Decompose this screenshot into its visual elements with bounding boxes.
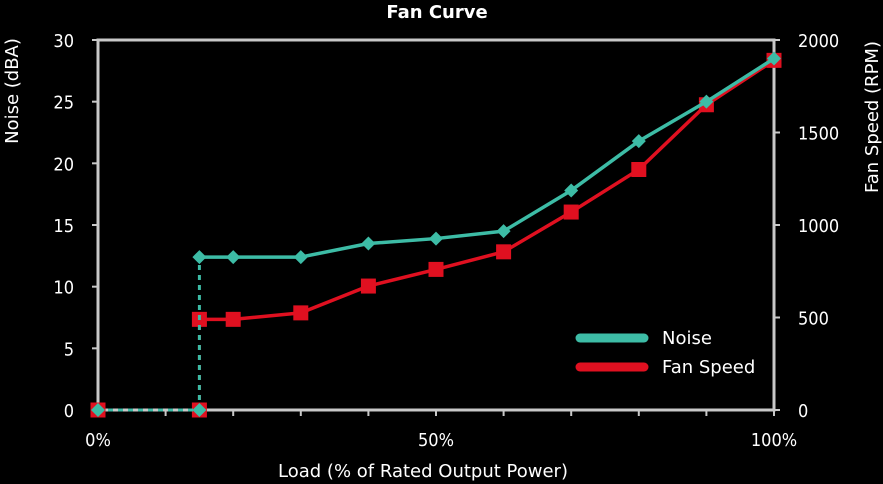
noise-point bbox=[192, 403, 207, 417]
noise-point bbox=[767, 51, 781, 66]
chart-title: Fan Curve bbox=[386, 2, 487, 23]
noise-line-segment bbox=[704, 56, 776, 104]
noise-point bbox=[192, 250, 207, 265]
noise-point bbox=[91, 403, 105, 417]
y-right-tick-label: 1000 bbox=[798, 216, 839, 237]
y-left-tick-label: 5 bbox=[64, 339, 74, 360]
y-left-tick-label: 10 bbox=[53, 278, 74, 299]
noise-point bbox=[293, 250, 308, 265]
noise-point bbox=[226, 250, 241, 265]
noise-line-segment bbox=[366, 236, 438, 246]
noise-line-segment bbox=[569, 139, 641, 193]
y-right-tick-label: 500 bbox=[798, 309, 829, 330]
fan-speed-line-segment bbox=[366, 267, 438, 288]
fan-speed-point bbox=[631, 162, 647, 177]
noise-line-segment bbox=[501, 188, 573, 233]
y-left-tick-label: 15 bbox=[53, 216, 74, 237]
noise-point bbox=[496, 224, 511, 239]
y-left-tick-label: 20 bbox=[53, 154, 74, 175]
fan-speed-line-segment bbox=[434, 250, 506, 272]
y-left-tick-label: 0 bbox=[64, 401, 74, 422]
noise-line-segment bbox=[637, 99, 709, 143]
fan-speed-point bbox=[225, 311, 241, 327]
x-axis-label: Load (% of Rated Output Power) bbox=[278, 461, 568, 482]
fan-speed-point bbox=[360, 278, 376, 294]
y-right-tick-label: 2000 bbox=[798, 31, 839, 52]
noise-line-segment bbox=[434, 229, 506, 241]
noise-point bbox=[631, 134, 646, 149]
x-tick-label: 100% bbox=[751, 430, 797, 451]
fan-speed-line-segment bbox=[501, 210, 573, 254]
fan-speed-line-segment bbox=[231, 311, 303, 322]
noise-line-segment bbox=[299, 241, 371, 259]
x-tick-label: 0% bbox=[85, 430, 111, 451]
x-tick-label: 50% bbox=[418, 430, 454, 451]
legend-label-fan-speed: Fan Speed bbox=[662, 357, 755, 378]
noise-point bbox=[699, 94, 714, 109]
fan-speed-point bbox=[428, 261, 444, 277]
y-left-tick-label: 30 bbox=[53, 31, 74, 52]
axis-ticks: 0 5 10 15 20 25 30 0 500 1000 1500 2000 0% 50% 100% bbox=[53, 31, 839, 451]
fan-speed-point bbox=[293, 305, 309, 321]
legend-label-noise: Noise bbox=[662, 328, 712, 349]
noise-point bbox=[361, 236, 376, 251]
y-left-tick-label: 25 bbox=[53, 93, 74, 114]
y-right-tick-label: 0 bbox=[798, 401, 808, 422]
legend: Noise Fan Speed bbox=[575, 328, 755, 378]
fan-speed-point bbox=[563, 204, 579, 220]
y-axis-right-label: Fan Speed (RPM) bbox=[862, 41, 883, 193]
series-layer bbox=[90, 51, 782, 418]
fan-speed-line-segment bbox=[299, 284, 371, 315]
noise-point bbox=[429, 231, 443, 246]
fan-speed-point bbox=[496, 244, 512, 260]
plot-frame bbox=[96, 38, 776, 412]
fan-speed-line-segment bbox=[569, 167, 641, 214]
noise-point bbox=[564, 183, 579, 198]
fan-speed-line-segment bbox=[637, 103, 709, 172]
y-right-tick-label: 1500 bbox=[798, 124, 839, 145]
y-axis-left-label: Noise (dBA) bbox=[2, 38, 23, 144]
